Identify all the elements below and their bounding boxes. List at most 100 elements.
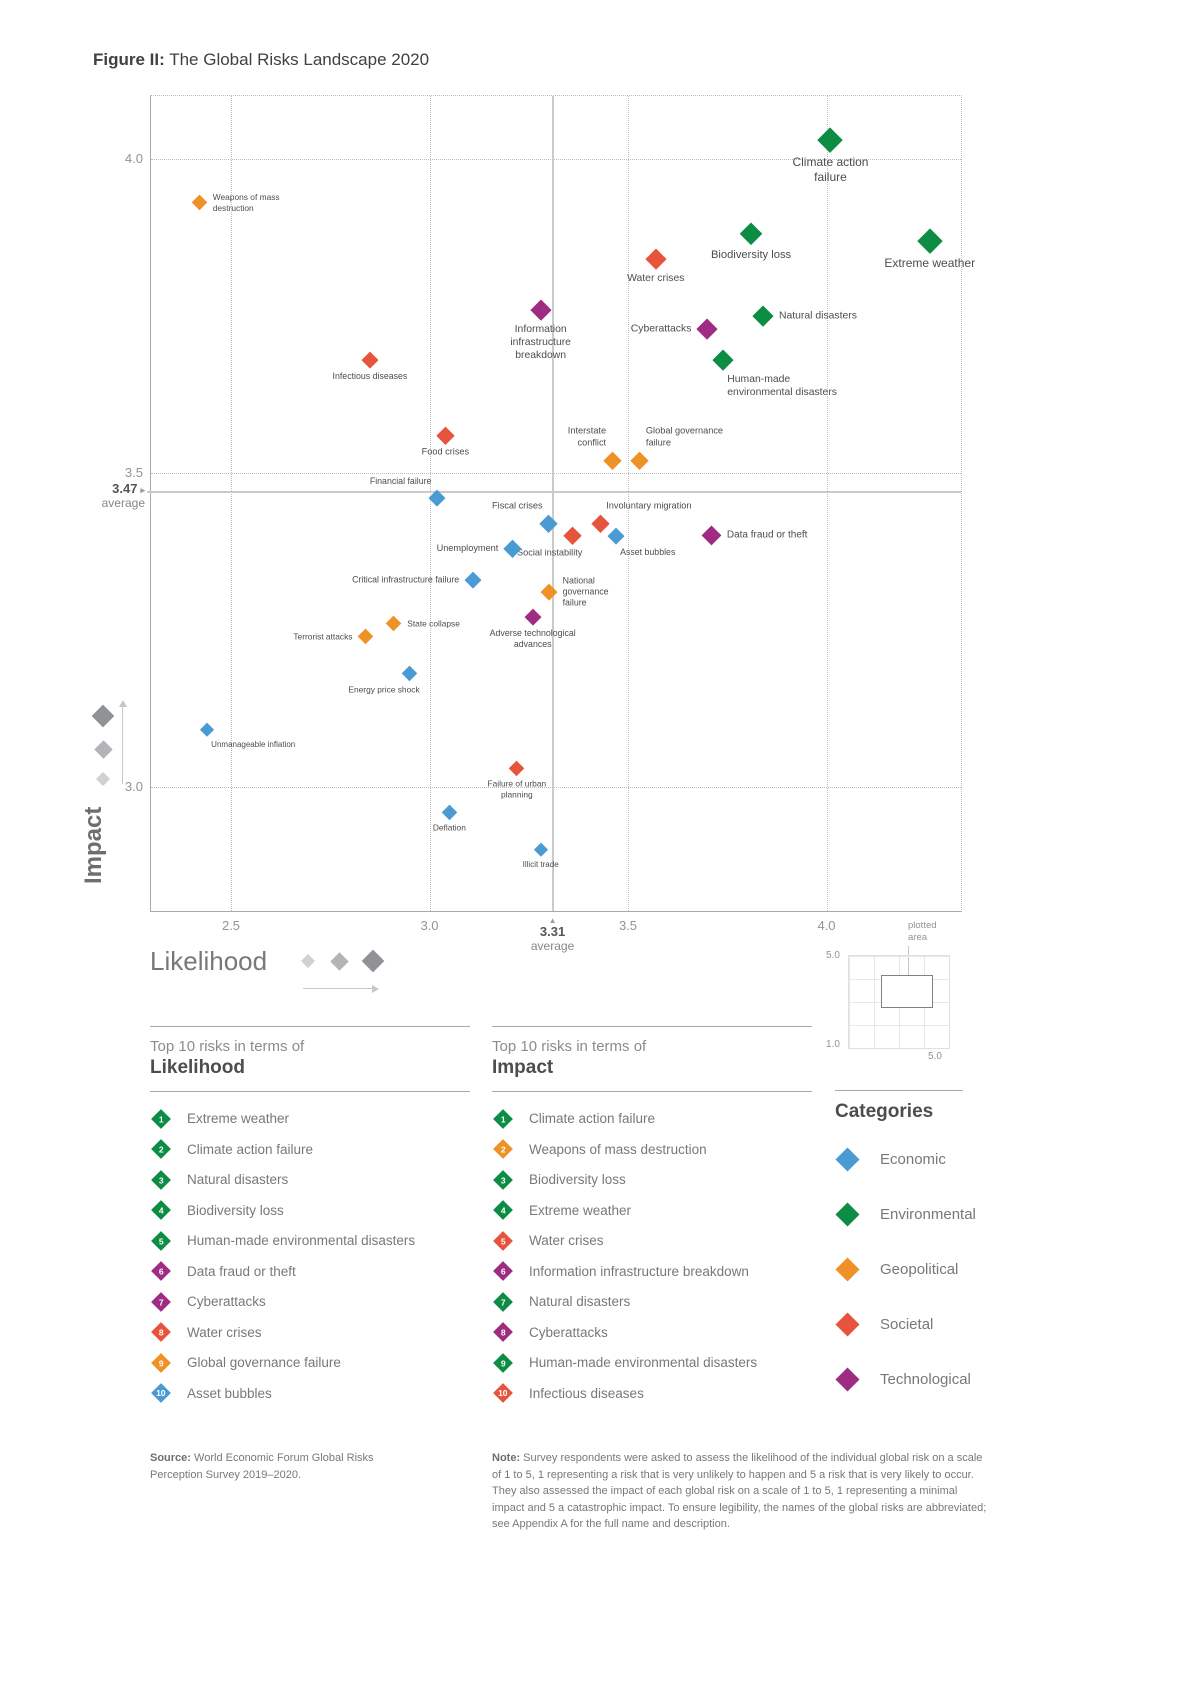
impact-axis-label: Impact <box>80 806 107 884</box>
top10-item-label: Climate action failure <box>187 1141 314 1157</box>
risk-point-infectious-diseases: Infectious diseases <box>333 351 407 381</box>
gridline-x-2.5 <box>231 96 232 911</box>
top10-item: 1 Climate action failure <box>492 1108 812 1129</box>
x-tick-label: 3.0 <box>420 918 439 933</box>
rank-badge: 8 <box>493 1322 513 1342</box>
risk-point-food-crises: Food crises <box>422 426 469 457</box>
figure-title: Figure II: The Global Risks Landscape 20… <box>93 50 429 70</box>
rank-number: 8 <box>500 1326 506 1337</box>
risk-label: Adverse technological advances <box>489 628 576 650</box>
legend-item-societal: Societal <box>835 1311 963 1337</box>
legend-diamond <box>835 1146 860 1172</box>
impact-average-caption: average <box>101 496 145 511</box>
gridline-y-3 <box>151 787 961 788</box>
risk-diamond <box>739 222 763 246</box>
top10-item-label: Asset bubbles <box>187 1385 272 1401</box>
divider <box>150 1091 470 1092</box>
impact-arrow-icon <box>118 700 127 784</box>
top10-item: 3 Natural disasters <box>150 1169 470 1190</box>
top10-likelihood-title: Likelihood <box>150 1057 245 1078</box>
legend-item-economic: Economic <box>835 1146 963 1172</box>
top10-item-label: Human-made environmental disasters <box>187 1233 416 1248</box>
top10-item: 4 Extreme weather <box>492 1200 812 1221</box>
risk-point-adverse-technological-advances: Adverse technological advances <box>490 609 576 649</box>
top10-item: 10 Asset bubbles <box>150 1383 470 1404</box>
risk-label: Unmanageable inflation <box>211 740 296 750</box>
legend-diamond <box>835 1311 860 1337</box>
top10-item-label: Data fraud or theft <box>187 1263 296 1279</box>
risk-point-state-collapse: State collapse <box>385 615 460 632</box>
rank-number: 9 <box>500 1357 506 1368</box>
top10-item: 2 Climate action failure <box>150 1139 470 1160</box>
risk-label: Data fraud or theft <box>726 529 808 541</box>
risk-point-cyberattacks: Cyberattacks <box>631 318 718 340</box>
likelihood-average-line <box>551 96 554 911</box>
minimap-max-impact: 5.0 <box>826 950 840 961</box>
source-body: World Economic Forum Global Risks Percep… <box>150 1452 374 1481</box>
rank-badge: 3 <box>493 1169 513 1190</box>
impact-scale-diamonds-icon <box>91 704 115 787</box>
risk-label: Weapons of mass destruction <box>212 192 280 213</box>
rank-badge: 7 <box>493 1291 513 1312</box>
medium-diamond-icon <box>329 951 349 971</box>
risk-label: Interstate conflict <box>567 425 607 448</box>
risk-diamond <box>429 489 446 507</box>
risk-point-human-made-environmental-disasters: Human-made environmental disasters <box>712 349 837 398</box>
risk-diamond <box>539 514 558 533</box>
risk-label: Failure of urban planning <box>487 778 547 800</box>
small-diamond-icon <box>300 953 316 969</box>
top10-item-label: Cyberattacks <box>529 1324 608 1340</box>
top10-impact-eyebrow: Top 10 risks in terms of <box>492 1038 647 1055</box>
risk-point-asset-bubbles: Asset bubbles <box>607 527 675 557</box>
risk-point-involuntary-migration: Involuntary migration <box>591 500 691 533</box>
figure-title-text: The Global Risks Landscape 2020 <box>169 50 430 69</box>
rank-number: 6 <box>158 1265 164 1276</box>
risk-label: National governance failure <box>562 575 609 608</box>
rank-badge: 5 <box>151 1230 171 1251</box>
risk-diamond <box>191 195 208 211</box>
gridline-x-4 <box>826 96 828 911</box>
rank-badge: 7 <box>151 1291 171 1312</box>
risk-point-failure-of-urban-planning: Failure of urban planning <box>487 760 546 799</box>
likelihood-average-number: 3.31 <box>539 924 566 939</box>
risk-label: Deflation <box>432 822 466 833</box>
top10-item: 5 Human-made environmental disasters <box>150 1230 470 1251</box>
minimap-max-likelihood: 5.0 <box>928 1051 942 1062</box>
risk-point-social-instability: Social instability <box>517 526 582 557</box>
impact-average-value: 3.47 ▸ <box>59 481 145 496</box>
risk-diamond <box>436 426 455 445</box>
risk-diamond <box>441 804 458 820</box>
legend-label: Societal <box>880 1315 934 1333</box>
risk-diamond <box>358 628 374 645</box>
risk-diamond <box>631 451 649 470</box>
rank-number: 6 <box>500 1265 506 1276</box>
figure-label: Figure II: <box>93 50 165 69</box>
rank-badge: 4 <box>151 1200 171 1220</box>
rank-number: 5 <box>500 1235 506 1246</box>
gridline-x-3.5 <box>628 96 629 911</box>
risk-label: Biodiversity loss <box>710 249 792 262</box>
risk-point-biodiversity-loss: Biodiversity loss <box>711 222 791 261</box>
risk-label: Illicit trade <box>522 859 559 869</box>
gridline-x-3 <box>429 96 431 911</box>
gridline-y-3.5 <box>151 473 961 474</box>
rank-badge: 10 <box>151 1383 171 1403</box>
risk-label: Natural disasters <box>778 310 857 322</box>
top10-item-label: Natural disasters <box>529 1294 631 1309</box>
risk-diamond <box>503 539 522 558</box>
likelihood-axis-label: Likelihood <box>150 946 268 976</box>
legend-label: Environmental <box>880 1205 976 1223</box>
top10-item-label: Water crises <box>529 1233 604 1248</box>
plotted-area-rect <box>881 975 933 1008</box>
top10-impact-list: 1 Climate action failure 2 Weapons of mass … <box>492 1108 812 1404</box>
risk-label: Critical infrastructure failure <box>352 574 460 585</box>
risk-diamond <box>817 127 844 153</box>
legend-label: Economic <box>880 1150 946 1168</box>
likelihood-arrow-icon <box>303 984 379 993</box>
rank-number: 7 <box>500 1296 506 1307</box>
top10-item-label: Climate action failure <box>529 1111 656 1126</box>
y-tick-label: 3.5 <box>124 465 143 480</box>
risk-point-data-fraud-or-theft: Data fraud or theft <box>701 525 807 546</box>
top10-item-label: Infectious diseases <box>529 1385 644 1401</box>
